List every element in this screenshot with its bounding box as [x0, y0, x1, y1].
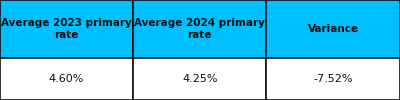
Bar — [0, 0, 133, 58]
Bar — [133, 0, 266, 58]
Text: Variance: Variance — [308, 24, 359, 34]
Text: 4.25%: 4.25% — [182, 74, 218, 84]
Bar — [266, 0, 400, 58]
Text: 4.60%: 4.60% — [49, 74, 84, 84]
Text: Average 2023 primary
rate: Average 2023 primary rate — [1, 18, 132, 40]
Text: -7.52%: -7.52% — [314, 74, 353, 84]
Bar — [0, 58, 133, 100]
Bar — [266, 58, 400, 100]
Text: Average 2024 primary
rate: Average 2024 primary rate — [134, 18, 265, 40]
Bar — [133, 58, 266, 100]
